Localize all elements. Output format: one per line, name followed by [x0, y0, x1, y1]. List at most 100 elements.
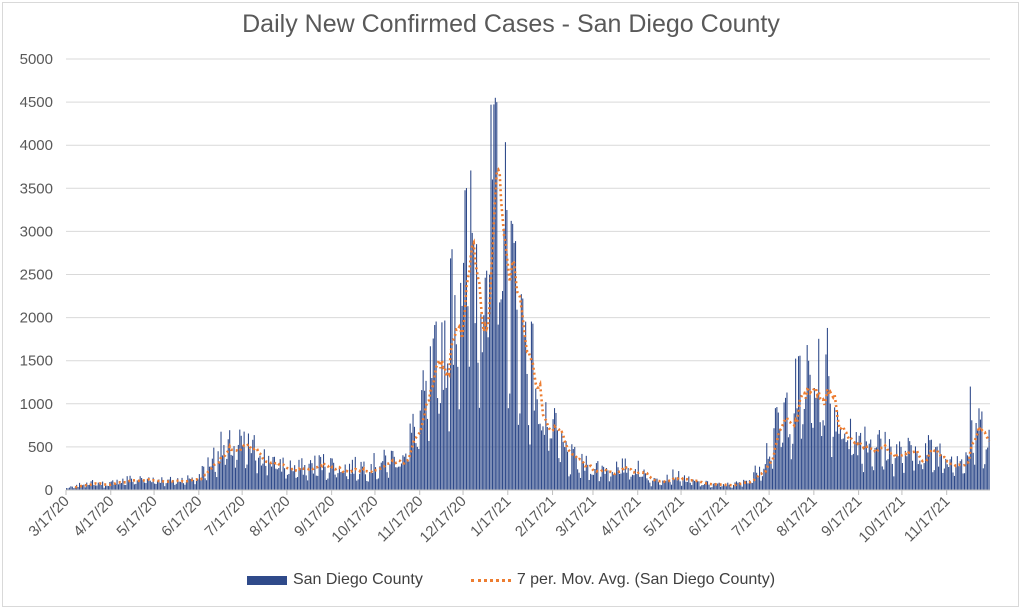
legend-bar-swatch: [246, 575, 287, 585]
bar: [848, 449, 850, 490]
bar: [308, 463, 310, 490]
bar: [829, 403, 831, 490]
bar: [858, 435, 860, 490]
bar: [250, 453, 252, 490]
bar: [926, 455, 928, 490]
bar: [295, 477, 297, 490]
bar: [579, 477, 582, 490]
bar: [981, 411, 983, 490]
bar: [89, 484, 91, 490]
bar: [608, 481, 610, 490]
bar: [327, 478, 329, 490]
bar: [831, 457, 833, 490]
bar: [116, 479, 118, 490]
bar: [132, 481, 134, 490]
y-tick-label: 0: [45, 482, 53, 499]
bar: [819, 422, 821, 490]
bar: [728, 484, 730, 490]
bar: [311, 463, 313, 490]
bar: [412, 413, 414, 490]
bar: [556, 430, 558, 490]
bar: [757, 475, 759, 490]
bar: [545, 402, 547, 490]
bar: [335, 477, 338, 490]
bar: [741, 486, 743, 490]
bar: [403, 456, 405, 490]
bar: [808, 360, 810, 490]
bar: [227, 439, 229, 490]
bar: [182, 483, 185, 490]
bar: [813, 388, 815, 490]
bar: [117, 484, 120, 490]
bar: [318, 455, 320, 490]
bar: [712, 483, 714, 490]
bar: [413, 426, 416, 490]
bar: [718, 482, 720, 490]
bar: [465, 188, 467, 490]
x-tick-label: 11/17/21: [901, 493, 954, 546]
bar: [455, 344, 457, 490]
bar: [204, 478, 206, 490]
bar: [709, 487, 711, 490]
bar: [294, 465, 296, 490]
bar: [419, 410, 421, 490]
bar: [211, 458, 213, 490]
bar: [888, 439, 891, 490]
bar: [191, 477, 193, 490]
bar: [317, 475, 319, 490]
bar: [282, 457, 284, 490]
bar: [956, 456, 958, 490]
bar: [539, 423, 541, 490]
bar: [216, 477, 218, 490]
bar: [497, 324, 499, 490]
bar: [99, 483, 101, 490]
bar: [832, 436, 834, 490]
bar: [923, 463, 925, 490]
bar: [665, 481, 667, 490]
bar: [581, 453, 583, 490]
bar: [309, 460, 312, 490]
bar: [439, 403, 442, 490]
bar: [705, 480, 707, 490]
bar: [156, 480, 159, 490]
bar: [385, 455, 387, 490]
bar: [878, 430, 880, 490]
bar: [536, 399, 538, 490]
bar: [695, 479, 697, 490]
bar: [770, 460, 772, 490]
bar: [489, 274, 491, 490]
bar: [240, 435, 242, 490]
bar: [517, 424, 519, 490]
bar: [555, 412, 557, 490]
bar: [682, 478, 684, 490]
bar: [198, 474, 200, 490]
bar: [932, 472, 934, 490]
bar: [871, 466, 873, 490]
bar: [681, 485, 683, 490]
bar: [688, 476, 690, 490]
bar: [302, 474, 304, 490]
bar: [935, 447, 937, 490]
bar: [330, 458, 332, 490]
bar: [860, 432, 862, 490]
bar: [913, 470, 915, 490]
bar: [389, 464, 391, 490]
bar: [708, 484, 710, 490]
bar: [821, 436, 823, 490]
bar: [867, 452, 869, 490]
bar: [800, 438, 802, 490]
bar: [933, 470, 935, 490]
bar: [919, 460, 921, 490]
bar: [795, 358, 797, 490]
bar: [107, 486, 109, 490]
bar: [836, 410, 839, 490]
bar: [630, 476, 632, 490]
bar: [208, 466, 211, 490]
bar: [966, 455, 968, 490]
bar: [366, 480, 368, 490]
bar: [621, 458, 623, 490]
bar: [982, 468, 984, 490]
bar: [265, 465, 267, 490]
bar: [214, 471, 216, 490]
bar: [278, 468, 280, 490]
